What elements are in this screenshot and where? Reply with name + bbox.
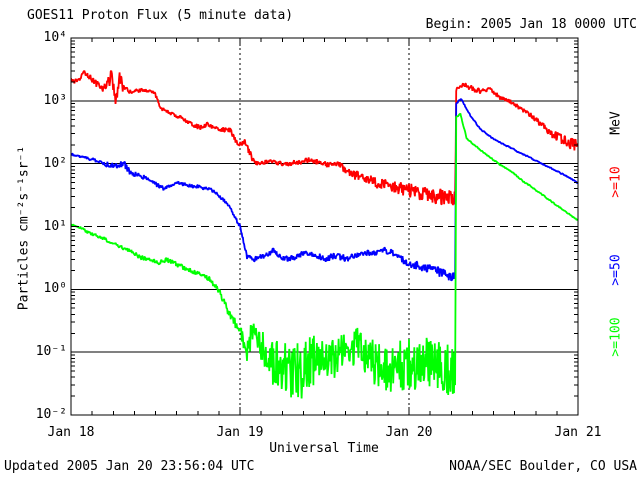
legend-ge100-label: >=100 <box>608 317 624 357</box>
y-tick-label: 10¹ <box>43 218 67 234</box>
updated-timestamp: Updated 2005 Jan 20 23:56:04 UTC <box>4 459 255 474</box>
series-ge100 <box>71 112 578 399</box>
x-tick-label: Jan 19 <box>216 425 264 440</box>
series-ge10 <box>71 70 578 206</box>
y-tick-label: 10² <box>43 155 67 171</box>
begin-time-label: Begin: 2005 Jan 18 0000 UTC <box>425 17 637 32</box>
source-attribution: NOAA/SEC Boulder, CO USA <box>449 459 637 474</box>
y-tick-label: 10³ <box>43 92 67 108</box>
x-tick-label: Jan 21 <box>554 425 602 440</box>
x-axis-title: Universal Time <box>269 441 379 456</box>
y-tick-label: 10⁰ <box>43 281 67 297</box>
x-tick-label: Jan 20 <box>385 425 433 440</box>
y-tick-label: 10⁻² <box>35 407 67 422</box>
legend-ge10-label: >=10 <box>608 166 624 198</box>
series-ge50 <box>71 98 578 282</box>
y-tick-label: 10⁴ <box>43 30 67 45</box>
y-tick-label: 10⁻¹ <box>35 344 67 360</box>
legend-units-label: MeV <box>608 111 624 135</box>
y-axis-title: Particles cm⁻²s⁻¹sr⁻¹ <box>16 145 32 311</box>
x-tick-label: Jan 18 <box>47 425 95 440</box>
chart-title: GOES11 Proton Flux (5 minute data) <box>27 8 294 23</box>
plot-frame <box>70 37 579 416</box>
legend-ge50-label: >=50 <box>608 254 624 286</box>
